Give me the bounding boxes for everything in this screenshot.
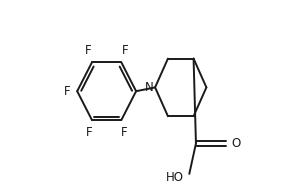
Text: F: F <box>64 85 71 98</box>
Text: N: N <box>145 81 154 94</box>
Text: F: F <box>86 126 92 139</box>
Text: F: F <box>84 44 91 57</box>
Text: HO: HO <box>165 171 183 184</box>
Text: F: F <box>121 126 127 139</box>
Text: O: O <box>232 137 241 150</box>
Text: F: F <box>122 44 129 57</box>
